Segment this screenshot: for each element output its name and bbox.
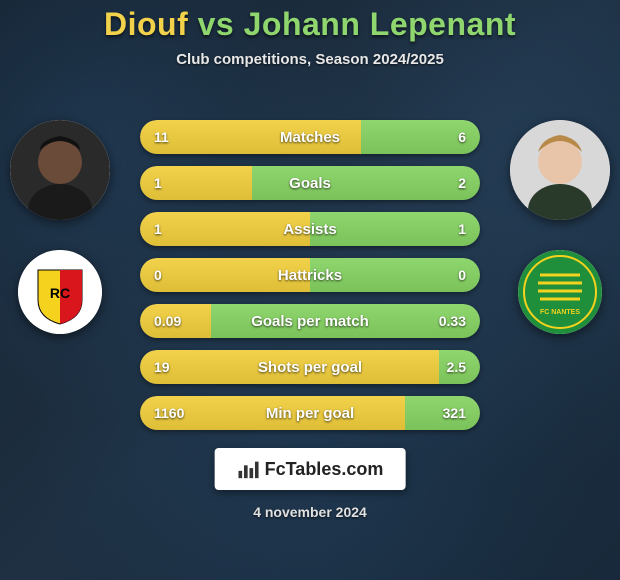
stat-value-right: 2 (426, 175, 466, 191)
stat-value-right: 1 (426, 221, 466, 237)
crest-icon: RC (18, 250, 102, 334)
right-player-column: FC NANTES (510, 120, 610, 334)
footer-date: 4 november 2024 (0, 504, 620, 520)
stat-value-right: 2.5 (426, 359, 466, 375)
person-icon (10, 120, 110, 220)
comparison-title: Diouf vs Johann Lepenant (0, 0, 620, 43)
stat-row: 19Shots per goal2.5 (140, 350, 480, 384)
site-badge: FcTables.com (215, 448, 406, 490)
stat-row: 1Assists1 (140, 212, 480, 246)
barchart-icon (237, 458, 259, 480)
title-vs: vs (198, 6, 235, 42)
stat-row: 1160Min per goal321 (140, 396, 480, 430)
stat-row: 11Matches6 (140, 120, 480, 154)
stat-value-right: 6 (426, 129, 466, 145)
subtitle: Club competitions, Season 2024/2025 (0, 51, 620, 68)
stat-value-right: 0.33 (426, 313, 466, 329)
player1-avatar (10, 120, 110, 220)
player2-avatar (510, 120, 610, 220)
title-player2: Johann Lepenant (244, 6, 516, 42)
svg-text:RC: RC (50, 285, 70, 301)
site-name: FcTables.com (265, 459, 384, 480)
left-player-column: RC (10, 120, 110, 334)
player2-club-crest: FC NANTES (518, 250, 602, 334)
person-icon (510, 120, 610, 220)
stat-row: 0Hattricks0 (140, 258, 480, 292)
stat-value-right: 0 (426, 267, 466, 283)
player1-club-crest: RC (18, 250, 102, 334)
stat-row: 1Goals2 (140, 166, 480, 200)
stat-value-right: 321 (426, 405, 466, 421)
stats-table: 11Matches6 1Goals2 1Assists1 0Hattricks0 0.0… (140, 120, 480, 430)
crest-icon: FC NANTES (518, 250, 602, 334)
stat-row: 0.09Goals per match0.33 (140, 304, 480, 338)
svg-text:FC NANTES: FC NANTES (540, 309, 580, 316)
title-player1: Diouf (104, 6, 188, 42)
